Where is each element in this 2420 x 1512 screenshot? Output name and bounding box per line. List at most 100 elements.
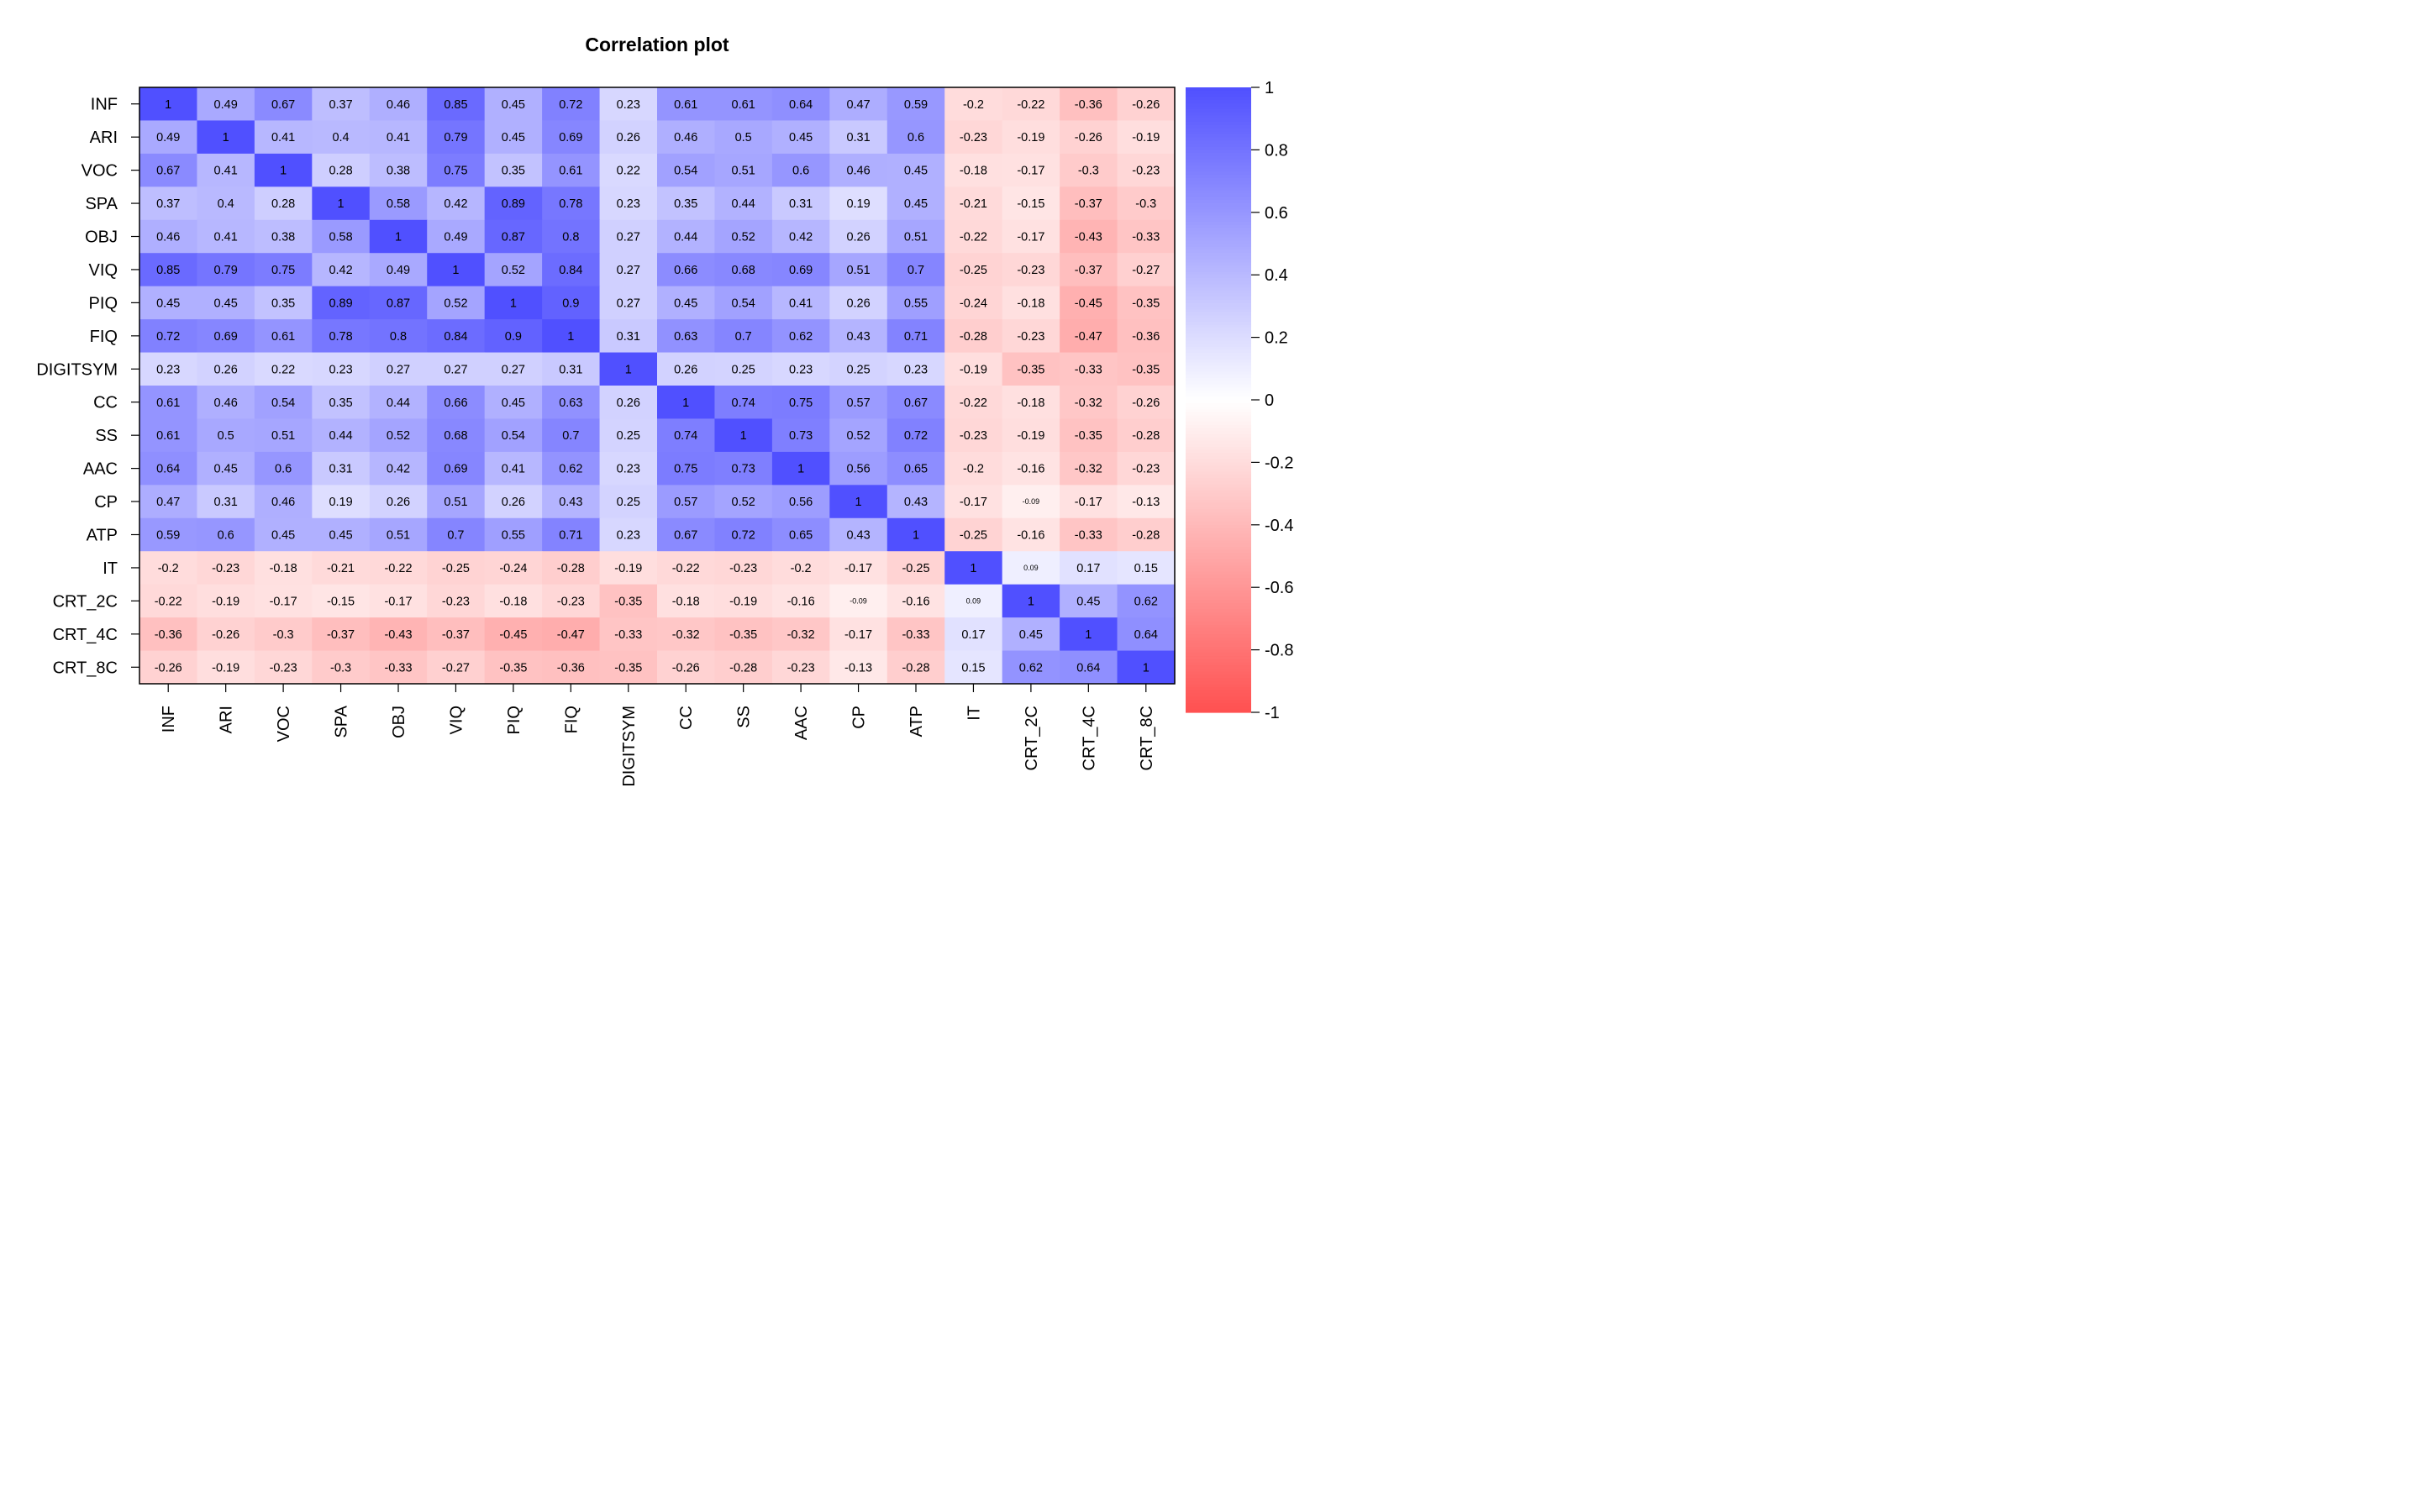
heatmap-cell: [542, 120, 601, 155]
legend-color-step: [1186, 537, 1251, 541]
legend-color-step: [1186, 199, 1251, 204]
legend-color-step: [1186, 312, 1251, 317]
heatmap-cell: [1060, 418, 1118, 453]
legend-color-step: [1186, 218, 1251, 223]
heatmap-cell: [714, 584, 773, 618]
cell-value-label: 0.25: [846, 363, 870, 376]
heatmap-cell: [714, 87, 773, 122]
cell-value-label: 0.87: [387, 297, 410, 310]
heatmap-cell: [1060, 120, 1118, 155]
cell-value-label: -0.2: [158, 562, 179, 575]
cell-value-label: 0.42: [444, 197, 467, 211]
cell-value-label: 0.89: [329, 297, 352, 310]
cell-value-label: 0.25: [617, 429, 640, 443]
cell-value-label: -0.32: [1075, 463, 1102, 476]
row-tick-label: CRT_8C: [53, 659, 118, 677]
heatmap-cell: [657, 120, 716, 155]
legend-color-step: [1186, 293, 1251, 297]
cell-value-label: 0.49: [156, 131, 180, 144]
cell-value-label: -0.19: [1132, 131, 1160, 144]
cell-value-label: 0.69: [789, 264, 813, 277]
cell-value-label: -0.19: [729, 595, 757, 608]
heatmap-cell: [369, 451, 428, 486]
cell-value-label: -0.33: [902, 628, 929, 642]
heatmap-cell: [1002, 286, 1060, 320]
heatmap-cell: [714, 286, 773, 320]
heatmap-cell: [944, 153, 1003, 187]
heatmap-cell: [542, 253, 601, 287]
legend-color-step: [1186, 406, 1251, 410]
heatmap-cell: [1002, 319, 1060, 354]
heatmap-cell: [139, 418, 198, 453]
heatmap-cell: [312, 485, 371, 519]
cell-value-label: 0.65: [904, 463, 928, 476]
cell-value-label: 0.49: [387, 264, 410, 277]
cell-value-label: 0.45: [214, 463, 238, 476]
heatmap-cell: [657, 87, 716, 122]
cell-value-label: 0.31: [846, 131, 870, 144]
heatmap-cell: [254, 386, 313, 420]
cell-value-label: 0.84: [559, 264, 582, 277]
heatmap-cell: [657, 551, 716, 585]
cell-value-label: 0.15: [1134, 562, 1158, 575]
legend-color-step: [1186, 202, 1251, 207]
plot-frame: [139, 87, 1176, 685]
cell-value-label: 1: [567, 330, 574, 344]
cell-value-label: -0.24: [960, 297, 987, 310]
cell-value-label: -0.23: [442, 595, 470, 608]
heatmap-cell: [484, 253, 543, 287]
heatmap-cell: [139, 219, 198, 254]
heatmap-cell: [771, 517, 830, 552]
cell-value-label: 0.41: [271, 131, 295, 144]
heatmap-cell: [886, 485, 945, 519]
cell-value-label: 0.38: [387, 165, 410, 178]
legend-color-step: [1186, 302, 1251, 307]
legend-tick-label: -0.4: [1265, 517, 1293, 535]
heatmap-cell: [197, 87, 255, 122]
heatmap-cell: [829, 485, 888, 519]
heatmap-cell: [254, 584, 313, 618]
cell-value-label: 0.23: [617, 463, 640, 476]
legend-color-step: [1186, 209, 1251, 213]
heatmap-cell: [427, 485, 486, 519]
cell-value-label: 0.23: [617, 98, 640, 112]
legend-color-step: [1186, 640, 1251, 644]
legend-color-step: [1186, 99, 1251, 104]
cell-value-label: -0.45: [1075, 297, 1102, 310]
heatmap-cell: [254, 485, 313, 519]
cell-value-label: 1: [1028, 595, 1034, 608]
heatmap-cell: [771, 219, 830, 254]
cell-value-label: 0.28: [271, 197, 295, 211]
cell-value-label: -0.17: [1075, 496, 1102, 509]
heatmap-cell: [771, 584, 830, 618]
row-tick-label: FIQ: [90, 328, 118, 346]
cell-value-label: -0.19: [212, 595, 239, 608]
cell-value-label: 0.68: [732, 264, 755, 277]
cell-value-label: -0.35: [614, 661, 642, 675]
cell-value-label: -0.36: [155, 628, 182, 642]
cell-value-label: 0.44: [387, 396, 410, 410]
legend-color-step: [1186, 453, 1251, 457]
legend-tick-label: 0.2: [1265, 329, 1288, 348]
legend-color-step: [1186, 381, 1251, 385]
heatmap-cell: [886, 386, 945, 420]
heatmap-cell: [657, 253, 716, 287]
cell-value-label: 0.15: [961, 661, 985, 675]
heatmap-cell: [139, 584, 198, 618]
cell-value-label: -0.35: [1132, 297, 1160, 310]
cell-value-label: 0.6: [792, 165, 809, 178]
cell-value-label: 0.27: [387, 363, 410, 376]
legend-color-step: [1186, 384, 1251, 388]
legend-tick-label: -0.8: [1265, 642, 1293, 660]
heatmap-cell: [599, 418, 658, 453]
heatmap-cell: [1002, 551, 1060, 585]
legend-color-step: [1186, 690, 1251, 695]
cell-value-label: 0.9: [562, 297, 579, 310]
legend-color-step: [1186, 240, 1251, 244]
legend-color-step: [1186, 700, 1251, 704]
color-legend: 1 0.8 0.6 0.4 0.2 0 -0.2 -0.4 -0.6 -0.8 -1: [1186, 79, 1293, 722]
cell-value-label: 0.85: [444, 98, 467, 112]
heatmap-cell: [829, 551, 888, 585]
cell-value-label: -0.35: [729, 628, 757, 642]
cell-value-label: -0.22: [1017, 98, 1044, 112]
